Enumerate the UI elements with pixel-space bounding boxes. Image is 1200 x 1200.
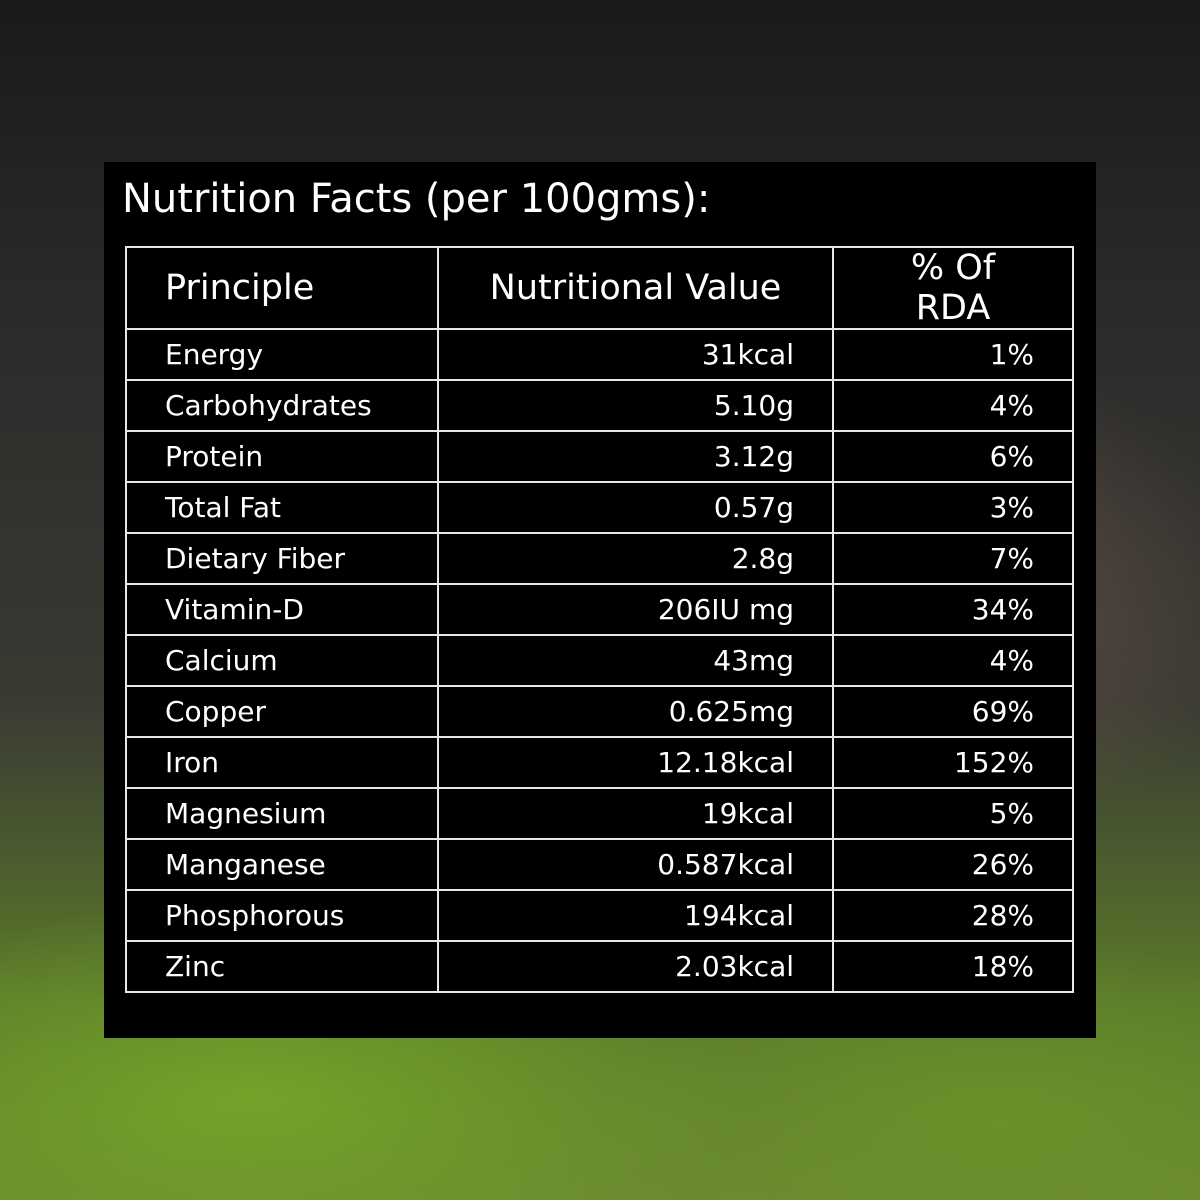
- column-header: Principle: [125, 246, 439, 330]
- table-cell: Calcium: [125, 634, 439, 687]
- table-cell: 194kcal: [437, 889, 834, 942]
- table-row: Total Fat 0.57g 3%: [125, 481, 1074, 534]
- table-cell: 12.18kcal: [437, 736, 834, 789]
- table-cell: Energy: [125, 328, 439, 381]
- table-cell: 43mg: [437, 634, 834, 687]
- column-header: Nutritional Value: [437, 246, 834, 330]
- table-cell: 3%: [832, 481, 1074, 534]
- table-row: Manganese 0.587kcal 26%: [125, 838, 1074, 891]
- table-cell: 0.587kcal: [437, 838, 834, 891]
- table-cell: 6%: [832, 430, 1074, 483]
- table-cell: 0.57g: [437, 481, 834, 534]
- table-cell: 4%: [832, 379, 1074, 432]
- table-cell: 3.12g: [437, 430, 834, 483]
- table-cell: 206IU mg: [437, 583, 834, 636]
- table-cell: Protein: [125, 430, 439, 483]
- table-row: Magnesium 19kcal 5%: [125, 787, 1074, 840]
- table-cell: 5.10g: [437, 379, 834, 432]
- table-cell: Iron: [125, 736, 439, 789]
- nutrition-panel: Nutrition Facts (per 100gms): Principle N…: [104, 162, 1096, 1038]
- table-cell: Vitamin-D: [125, 583, 439, 636]
- table-row: Dietary Fiber 2.8g 7%: [125, 532, 1074, 585]
- table-row: Carbohydrates 5.10g 4%: [125, 379, 1074, 432]
- table-cell: Phosphorous: [125, 889, 439, 942]
- table-cell: 5%: [832, 787, 1074, 840]
- table-cell: 18%: [832, 940, 1074, 993]
- table-row: Copper 0.625mg 69%: [125, 685, 1074, 738]
- table-row: Phosphorous 194kcal 28%: [125, 889, 1074, 942]
- table-cell: 31kcal: [437, 328, 834, 381]
- table-cell: 152%: [832, 736, 1074, 789]
- table-cell: 69%: [832, 685, 1074, 738]
- table-cell: Dietary Fiber: [125, 532, 439, 585]
- table-cell: 28%: [832, 889, 1074, 942]
- table-cell: Total Fat: [125, 481, 439, 534]
- header-row: Principle Nutritional Value% Of RDA: [125, 246, 1074, 330]
- table-cell: Copper: [125, 685, 439, 738]
- table-cell: 7%: [832, 532, 1074, 585]
- table-row: Protein 3.12g 6%: [125, 430, 1074, 483]
- table-cell: Carbohydrates: [125, 379, 439, 432]
- table-cell: 34%: [832, 583, 1074, 636]
- table-cell: 2.03kcal: [437, 940, 834, 993]
- table-cell: 4%: [832, 634, 1074, 687]
- table-cell: Magnesium: [125, 787, 439, 840]
- table-cell: 2.8g: [437, 532, 834, 585]
- table-row: Iron 12.18kcal 152%: [125, 736, 1074, 789]
- table-cell: 19kcal: [437, 787, 834, 840]
- table-row: Zinc 2.03kcal 18%: [125, 940, 1074, 993]
- table-cell: 26%: [832, 838, 1074, 891]
- title: Nutrition Facts (per 100gms):: [122, 176, 711, 222]
- table-row: Energy 31kcal 1%: [125, 328, 1074, 381]
- table-row: Vitamin-D 206IU mg 34%: [125, 583, 1074, 636]
- column-header: % Of RDA: [832, 246, 1074, 330]
- nutrition-table: Principle Nutritional Value% Of RDA Energ…: [125, 246, 1074, 993]
- table-cell: Manganese: [125, 838, 439, 891]
- table-cell: 0.625mg: [437, 685, 834, 738]
- table-row: Calcium 43mg 4%: [125, 634, 1074, 687]
- table-cell: Zinc: [125, 940, 439, 993]
- table-cell: 1%: [832, 328, 1074, 381]
